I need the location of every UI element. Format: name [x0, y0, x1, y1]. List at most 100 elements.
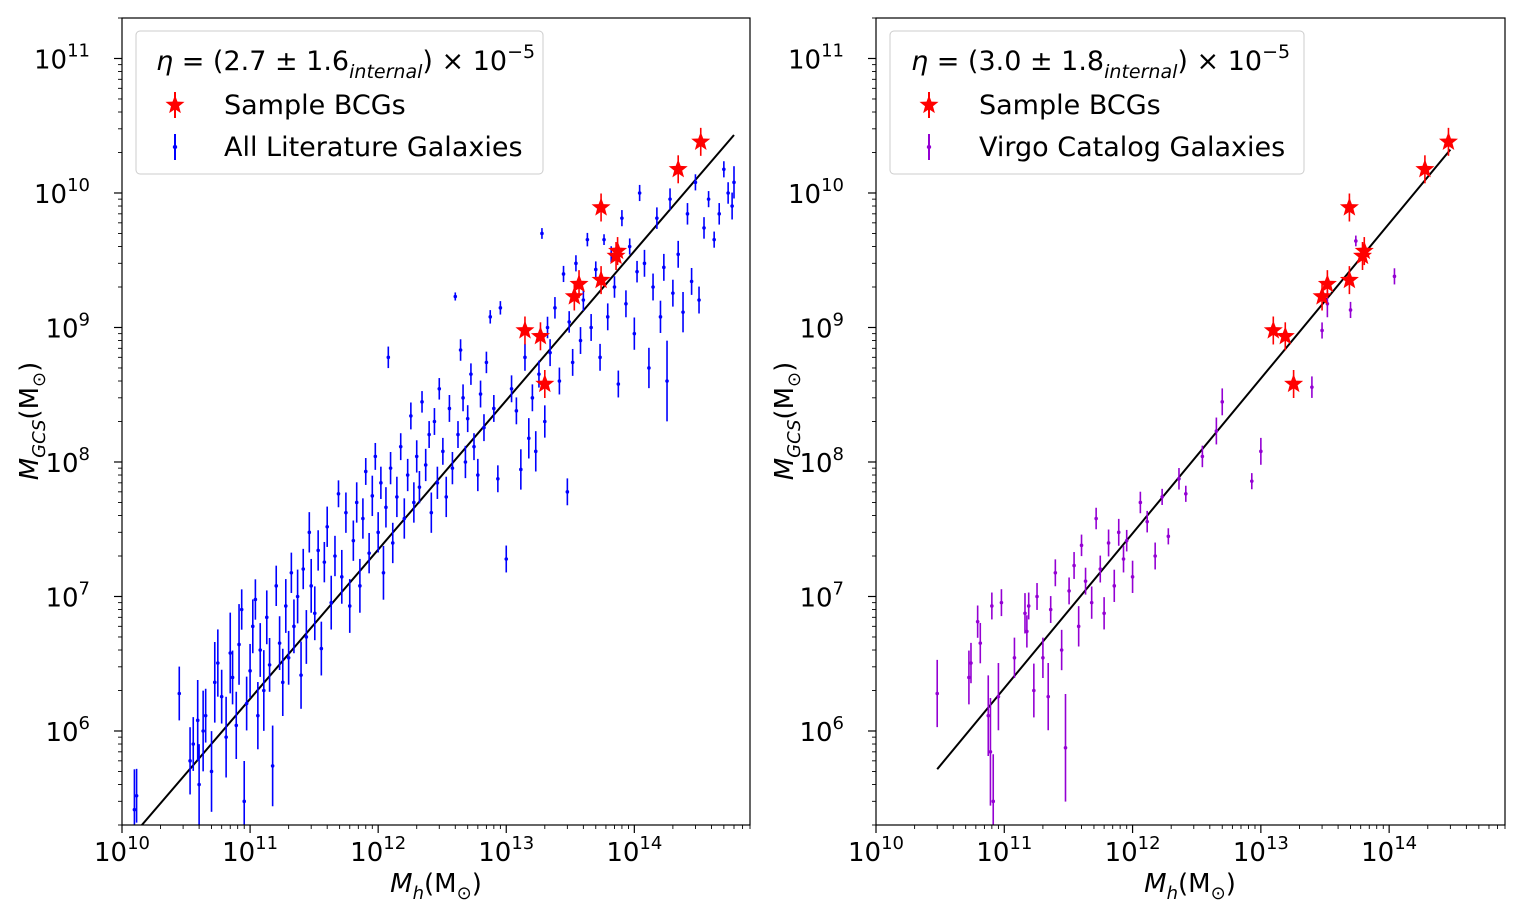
left-galaxy-point	[398, 433, 403, 461]
left-panel: 1010 1011 1012 1013 1014 106 107 108 109 1010 1011…	[15, 17, 751, 904]
right-eta-sub: internal	[1104, 61, 1178, 83]
right-xlabel-sub: h	[1167, 883, 1178, 904]
left-galaxy-point	[548, 339, 552, 367]
left-galaxy-point	[339, 549, 344, 604]
left-galaxy-point	[712, 231, 716, 248]
left-x-tick-label: 1011	[222, 833, 278, 868]
left-galaxy-point	[195, 679, 200, 761]
right-bcg-star	[1312, 282, 1332, 311]
left-galaxy-point	[620, 210, 624, 227]
left-x-axis-label: Mh(M⊙)	[390, 869, 482, 904]
left-bcg-star	[535, 370, 555, 399]
right-galaxy-point	[1177, 468, 1181, 490]
left-galaxy-point	[476, 458, 480, 492]
right-galaxy-point	[1153, 542, 1157, 570]
right-galaxy-point	[988, 698, 993, 806]
right-plot-area	[935, 127, 1458, 825]
right-galaxy-point	[1089, 586, 1094, 619]
right-y-tick-label: 1011	[788, 40, 844, 75]
left-galaxy-point	[264, 590, 269, 645]
left-galaxy-point	[301, 548, 306, 590]
left-galaxy-point	[292, 599, 296, 654]
left-legend-box	[135, 30, 544, 175]
left-galaxy-point	[441, 437, 445, 465]
left-ylabel-close: )	[15, 362, 45, 372]
left-galaxy-point	[496, 465, 500, 493]
left-bcg-star	[691, 127, 711, 156]
right-bcg-star	[1438, 127, 1458, 156]
left-galaxy-point	[319, 621, 324, 676]
left-galaxy-point	[386, 346, 391, 369]
right-galaxy-point	[1116, 518, 1121, 546]
left-legend-galaxy-label: All Literature Galaxies	[224, 132, 523, 163]
left-galaxy-point	[676, 240, 680, 268]
right-galaxy-point	[990, 592, 994, 620]
left-ylabel-unit-sub: ⊙	[29, 372, 50, 387]
left-galaxy-point	[565, 478, 570, 506]
right-galaxy-point	[1106, 529, 1111, 557]
left-bcg-star	[608, 237, 628, 266]
right-bcg-star	[1275, 322, 1295, 351]
right-x-tick-label: 1013	[1233, 833, 1289, 868]
right-ylabel-main: M	[770, 458, 800, 480]
left-galaxy-point	[373, 442, 378, 470]
left-galaxy-point	[509, 375, 514, 403]
right-bcg-star	[1339, 266, 1359, 295]
left-eta-symbol: η	[156, 46, 173, 77]
right-galaxy-point	[1124, 529, 1129, 552]
left-galaxy-point	[390, 522, 395, 564]
right-galaxy-point	[1259, 437, 1263, 465]
right-bcg-star	[1284, 370, 1304, 399]
left-galaxy-point	[333, 535, 337, 577]
right-galaxy-point	[1160, 488, 1164, 505]
left-galaxy-point	[228, 612, 233, 694]
left-y-tick-label: 106	[45, 713, 90, 748]
left-galaxy-point	[274, 565, 279, 607]
right-galaxy-point	[1046, 663, 1051, 731]
left-galaxy-point	[219, 669, 224, 724]
right-galaxy-point	[1094, 507, 1098, 530]
left-galaxy-point	[361, 498, 365, 539]
left-galaxy-point	[730, 192, 734, 220]
right-galaxy-point	[969, 642, 973, 684]
left-galaxy-point	[514, 397, 519, 425]
right-galaxy-point	[1025, 615, 1029, 648]
left-plot-area	[132, 127, 736, 825]
right-panel: 1010 1011 1012 1013 1014 106 107 108 109 1010 1011…	[770, 17, 1506, 904]
left-galaxy-point	[283, 579, 288, 633]
left-bcg-star	[515, 316, 535, 345]
left-galaxy-point	[230, 650, 235, 705]
left-galaxy-point	[567, 311, 571, 333]
right-galaxy-point	[1348, 301, 1353, 319]
right-x-axis-label: Mh(M⊙)	[1144, 869, 1236, 904]
left-galaxy-point	[280, 648, 285, 716]
left-xlabel-sub: h	[413, 883, 424, 904]
left-galaxy-point	[299, 641, 303, 709]
left-xlabel-close: )	[472, 869, 482, 899]
left-galaxy-point	[658, 300, 663, 333]
left-galaxy-point	[134, 768, 139, 823]
right-galaxy-point	[1310, 376, 1314, 398]
left-galaxy-point	[239, 589, 244, 630]
left-legend-bcg-label: Sample BCGs	[224, 90, 406, 121]
left-galaxy-point	[402, 498, 407, 539]
right-eta-exp: −5	[1262, 41, 1290, 63]
left-galaxy-point	[484, 351, 489, 374]
left-ylabel-unit: (M	[15, 387, 45, 420]
left-galaxy-point	[543, 405, 547, 438]
left-galaxy-point	[655, 207, 659, 229]
left-eta-close: ) × 10	[422, 46, 507, 77]
left-galaxy-point	[414, 440, 419, 473]
right-legend-box	[889, 30, 1305, 175]
left-galaxy-point	[685, 203, 690, 225]
right-galaxy-point	[1012, 637, 1017, 678]
left-y-tick-label: 108	[45, 444, 90, 479]
left-galaxy-point	[585, 232, 590, 247]
right-galaxy-point	[1053, 559, 1058, 587]
left-galaxy-point	[635, 260, 639, 283]
left-galaxy-point	[262, 650, 266, 731]
left-galaxy-point	[370, 475, 375, 517]
right-ylabel-sub: GCS	[784, 420, 805, 458]
right-legend-bcg-marker	[919, 92, 939, 118]
